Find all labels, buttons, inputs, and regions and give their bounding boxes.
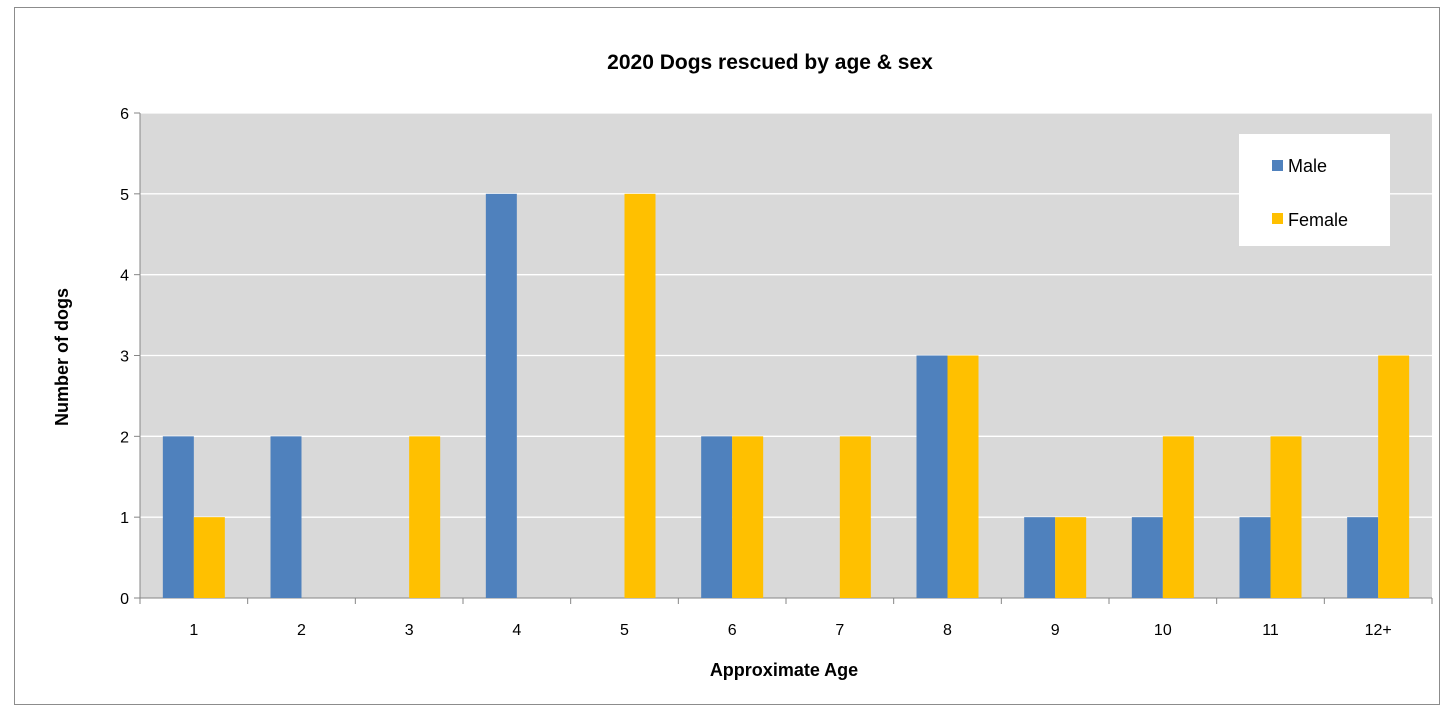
- y-tick-label: 0: [120, 591, 129, 608]
- x-axis-title: Approximate Age: [710, 660, 858, 680]
- y-tick-label: 2: [120, 429, 129, 446]
- bar-female-1: [193, 517, 225, 598]
- legend-box: [1239, 134, 1390, 246]
- bar-male-6: [701, 436, 733, 598]
- bar-male-8: [916, 355, 948, 598]
- x-tick-label: 11: [1262, 622, 1279, 639]
- x-tick-label: 7: [835, 622, 844, 639]
- x-tick-label: 12+: [1365, 622, 1392, 639]
- legend: Male Female: [1239, 134, 1390, 246]
- bar-female-9: [1055, 517, 1087, 598]
- legend-swatch-male: [1272, 160, 1283, 171]
- x-tick-label: 8: [943, 622, 952, 639]
- y-tick-label: 3: [120, 349, 129, 366]
- bar-female-6: [732, 436, 764, 598]
- y-tick-label: 1: [120, 510, 129, 527]
- bar-male-11: [1239, 517, 1271, 598]
- y-tick-label: 4: [120, 268, 129, 285]
- plot-area: [140, 112, 1432, 598]
- x-tick-label: 6: [728, 622, 737, 639]
- chart-title: 2020 Dogs rescued by age & sex: [607, 51, 933, 74]
- legend-label-male: Male: [1288, 156, 1327, 176]
- bar-female-8: [947, 355, 979, 598]
- legend-label-female: Female: [1288, 210, 1348, 230]
- bar-male-10: [1131, 517, 1163, 598]
- x-tick-label: 9: [1051, 622, 1060, 639]
- bar-male-9: [1024, 517, 1056, 598]
- bar-male-4: [485, 193, 517, 599]
- y-tick-label: 6: [120, 106, 129, 123]
- x-tick-label: 2: [297, 622, 306, 639]
- bars: [162, 193, 1410, 599]
- bar-female-7: [839, 436, 871, 598]
- bar-male-1: [162, 436, 194, 598]
- x-tick-label: 1: [189, 622, 198, 639]
- x-axis: 1 2 3 4 5 6 7 8 9 10 11 12+: [139, 597, 1433, 639]
- y-axis: 0 1 2 3 4 5 6: [120, 106, 141, 608]
- bar-female-3: [409, 436, 441, 598]
- x-tick-label: 5: [620, 622, 629, 639]
- bar-male-12+: [1347, 517, 1379, 598]
- x-tick-label: 4: [512, 622, 521, 639]
- bar-male-2: [270, 436, 302, 598]
- y-axis-title: Number of dogs: [52, 288, 72, 426]
- y-tick-label: 5: [120, 187, 129, 204]
- bar-female-11: [1270, 436, 1302, 598]
- legend-swatch-female: [1272, 213, 1283, 224]
- bar-female-5: [624, 193, 656, 599]
- bar-female-12+: [1378, 355, 1410, 598]
- bar-female-10: [1162, 436, 1194, 598]
- x-tick-label: 3: [405, 622, 414, 639]
- x-tick-label: 10: [1154, 622, 1172, 639]
